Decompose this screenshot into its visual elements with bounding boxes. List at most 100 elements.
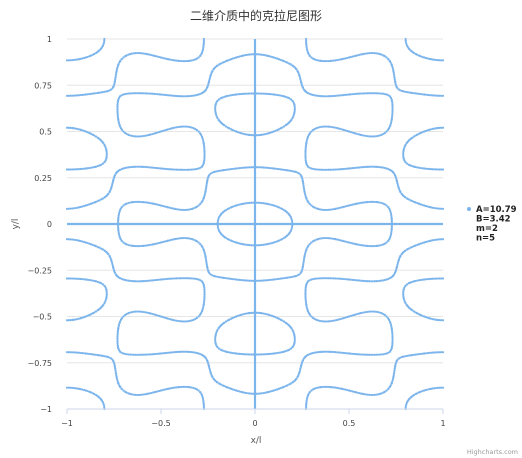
data-point (322, 350, 325, 353)
data-point (373, 280, 376, 283)
data-point (105, 155, 108, 158)
data-point (304, 160, 308, 163)
data-point (113, 174, 117, 177)
data-point (235, 130, 238, 133)
data-point (141, 200, 144, 204)
data-point (342, 167, 345, 171)
data-point (224, 350, 228, 353)
data-point (214, 111, 217, 115)
data-point (81, 93, 84, 96)
data-point (305, 306, 309, 310)
data-point (390, 221, 393, 224)
data-point (252, 92, 255, 95)
data-point (395, 84, 398, 88)
data-point (329, 385, 332, 389)
data-point (122, 130, 125, 133)
data-point (139, 244, 142, 248)
data-point (382, 353, 385, 356)
data-point (306, 49, 309, 52)
data-point (151, 353, 154, 356)
data-point (69, 168, 72, 171)
data-point (216, 328, 219, 332)
data-point (158, 278, 161, 281)
data-point (306, 353, 310, 356)
data-point (188, 319, 192, 322)
data-point (76, 277, 79, 280)
data-point (114, 73, 118, 76)
data-point (293, 338, 296, 342)
data-point (201, 199, 204, 202)
data-point (233, 129, 236, 132)
data-point (154, 131, 157, 135)
data-point (431, 127, 434, 130)
data-point (250, 244, 253, 247)
data-point (247, 279, 250, 282)
data-point (317, 237, 320, 241)
data-point (69, 351, 72, 354)
data-point (144, 165, 147, 169)
data-point (69, 59, 72, 62)
data-point (188, 277, 192, 280)
data-point (205, 88, 208, 91)
data-point (241, 313, 245, 316)
y-tick-label: −1 (40, 405, 52, 414)
data-point (247, 53, 250, 56)
data-point (391, 101, 394, 105)
data-point (421, 55, 424, 59)
data-point (170, 387, 173, 390)
data-point (378, 52, 381, 56)
data-point (269, 278, 272, 281)
data-point (245, 53, 248, 57)
data-point (320, 95, 323, 98)
data-point (81, 167, 84, 170)
data-point (67, 238, 70, 241)
data-point (412, 165, 416, 168)
data-point (238, 278, 241, 281)
data-point (378, 244, 381, 247)
data-point (390, 380, 394, 384)
data-point (183, 320, 187, 323)
data-point (332, 59, 335, 62)
data-point (76, 168, 79, 171)
data-point (293, 337, 296, 340)
data-point (312, 351, 315, 355)
data-point (335, 59, 339, 62)
data-point (390, 229, 393, 232)
data-point (119, 320, 122, 323)
data-point (117, 121, 121, 125)
credits-link[interactable]: Highcharts.com (467, 448, 518, 456)
legend[interactable]: A=10.79B=3.42m=2n=5 (467, 205, 517, 244)
data-point (417, 166, 421, 169)
data-point (116, 66, 119, 69)
data-point (290, 118, 293, 121)
data-point (373, 353, 376, 356)
data-point (168, 351, 171, 354)
data-point (168, 206, 171, 209)
data-point (82, 129, 86, 132)
data-point (117, 219, 120, 222)
data-point (127, 353, 130, 356)
data-point (267, 313, 270, 316)
data-point (163, 57, 166, 60)
data-point (339, 317, 342, 321)
data-point (247, 392, 250, 395)
data-point (388, 59, 391, 62)
data-point (409, 281, 412, 284)
x-tick-label: −1 (61, 419, 73, 428)
data-point (163, 278, 166, 281)
data-point (212, 274, 216, 278)
data-point (291, 345, 294, 348)
data-point (376, 52, 380, 55)
data-point (180, 125, 183, 128)
data-point (390, 325, 393, 328)
data-point (391, 106, 394, 110)
data-point (233, 240, 236, 244)
data-point (243, 312, 246, 315)
data-point (81, 205, 84, 208)
data-point (323, 350, 327, 353)
data-point (195, 351, 198, 355)
data-point (130, 393, 134, 396)
data-point (344, 129, 347, 132)
data-point (257, 392, 260, 395)
data-point (137, 165, 140, 168)
